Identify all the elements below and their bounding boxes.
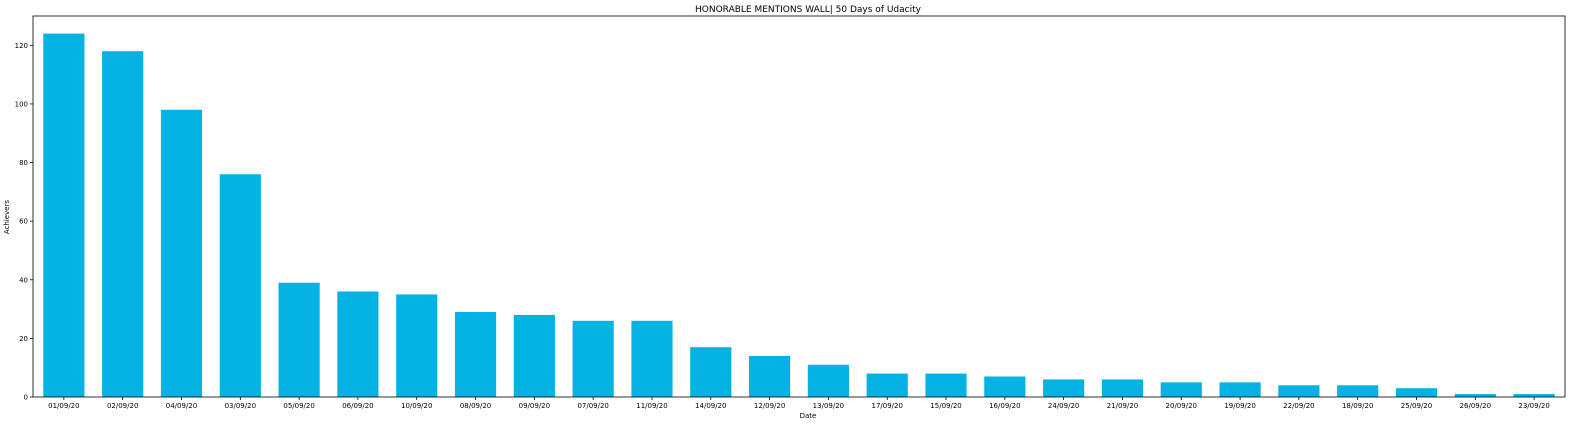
bar-01-09-20 [43, 33, 85, 397]
x-ticks-group: 01/09/20 02/09/20 04/09/20 03/09/20 05/09/20… [48, 397, 1550, 410]
y-tick-label: 80 [19, 159, 28, 167]
x-tick-label: 25/09/20 [1401, 402, 1432, 410]
x-tick-label: 03/09/20 [225, 402, 256, 410]
bar-12-09-20 [749, 355, 791, 397]
bar-16-09-20 [984, 376, 1026, 397]
bar-06-09-20 [337, 291, 379, 397]
x-tick-label: 26/09/20 [1460, 402, 1491, 410]
y-tick-label: 40 [19, 276, 28, 284]
x-tick-label: 17/09/20 [871, 402, 902, 410]
bar-21-09-20 [1101, 379, 1144, 397]
x-tick-label: 24/09/20 [1048, 402, 1079, 410]
bar-04-09-20 [160, 109, 203, 398]
bar-10-09-20 [396, 294, 438, 397]
bar-26-09-20 [1454, 394, 1496, 397]
x-tick-label: 21/09/20 [1107, 402, 1138, 410]
bar-18-09-20 [1337, 385, 1379, 397]
x-tick-label: 06/09/20 [342, 402, 373, 410]
y-tick-label: 60 [19, 218, 28, 226]
bar-11-09-20 [631, 320, 673, 397]
x-axis-label: Date [800, 412, 817, 420]
x-tick-label: 05/09/20 [283, 402, 314, 410]
bar-24-09-20 [1043, 379, 1085, 397]
y-axis-label: Achievers [3, 200, 11, 235]
x-tick-label: 09/09/20 [519, 402, 550, 410]
x-tick-label: 23/09/20 [1518, 402, 1549, 410]
x-tick-label: 10/09/20 [401, 402, 432, 410]
bar-22-09-20 [1278, 385, 1320, 397]
y-tick-label: 0 [24, 394, 28, 402]
x-tick-label: 01/09/20 [48, 402, 79, 410]
bar-03-09-20 [219, 174, 261, 397]
x-tick-label: 16/09/20 [989, 402, 1020, 410]
x-tick-label: 20/09/20 [1166, 402, 1197, 410]
y-tick-label: 120 [15, 42, 28, 50]
y-ticks-group: 0 20 40 60 80 100 120 [15, 42, 33, 402]
chart-title: HONORABLE MENTIONS WALL| 50 Days of Udac… [695, 5, 922, 15]
bar-09-09-20 [513, 314, 555, 397]
x-tick-label: 11/09/20 [636, 402, 667, 410]
bar-15-09-20 [925, 373, 967, 397]
bar-07-09-20 [572, 320, 614, 397]
x-tick-label: 08/09/20 [460, 402, 491, 410]
x-tick-label: 15/09/20 [930, 402, 961, 410]
bar-19-09-20 [1219, 382, 1261, 397]
y-tick-label: 100 [15, 100, 28, 108]
x-tick-label: 13/09/20 [813, 402, 844, 410]
x-tick-label: 04/09/20 [166, 402, 197, 410]
plot-frame [32, 15, 1566, 398]
x-tick-label: 22/09/20 [1283, 402, 1314, 410]
bars-group [43, 33, 1555, 398]
bar-08-09-20 [454, 312, 497, 397]
x-tick-label: 12/09/20 [754, 402, 785, 410]
bar-25-09-20 [1395, 388, 1438, 397]
bar-20-09-20 [1160, 382, 1202, 397]
x-tick-label: 19/09/20 [1224, 402, 1255, 410]
x-tick-label: 02/09/20 [107, 402, 138, 410]
bar-13-09-20 [807, 364, 849, 397]
bar-23-09-20 [1513, 394, 1555, 397]
y-tick-label: 20 [19, 335, 28, 343]
bar-17-09-20 [866, 373, 908, 397]
bar-05-09-20 [278, 282, 320, 397]
bar-14-09-20 [690, 347, 732, 397]
x-tick-label: 07/09/20 [577, 402, 608, 410]
x-tick-label: 14/09/20 [695, 402, 726, 410]
x-tick-label: 18/09/20 [1342, 402, 1373, 410]
bar-02-09-20 [102, 51, 144, 398]
